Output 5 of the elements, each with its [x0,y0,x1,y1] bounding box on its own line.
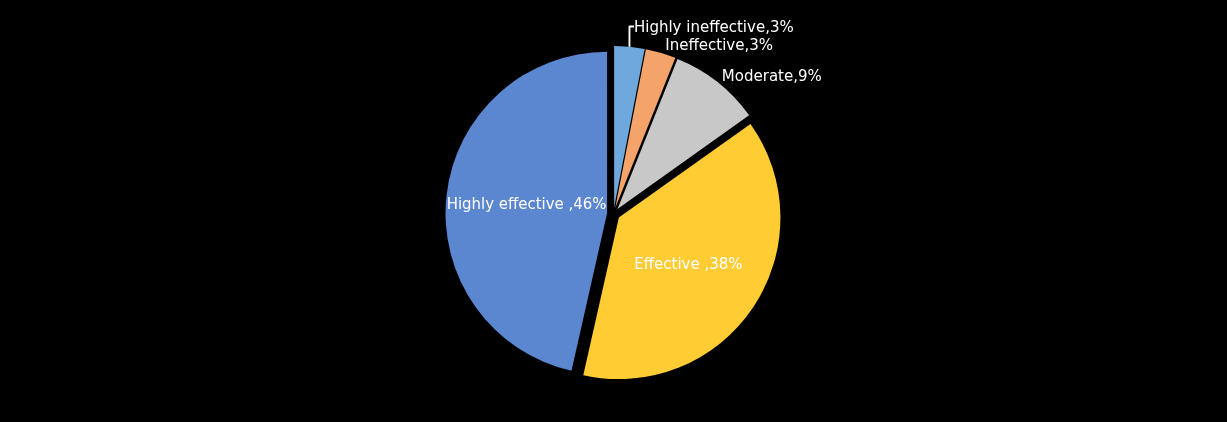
slice-label: Highly ineffective,3% [633,17,794,36]
slice-label: Highly effective ,46% [446,195,607,214]
slice-label: Effective ,38% [634,254,743,273]
slice-label: Ineffective,3% [665,35,774,54]
slice-label: Moderate,9% [721,67,822,86]
